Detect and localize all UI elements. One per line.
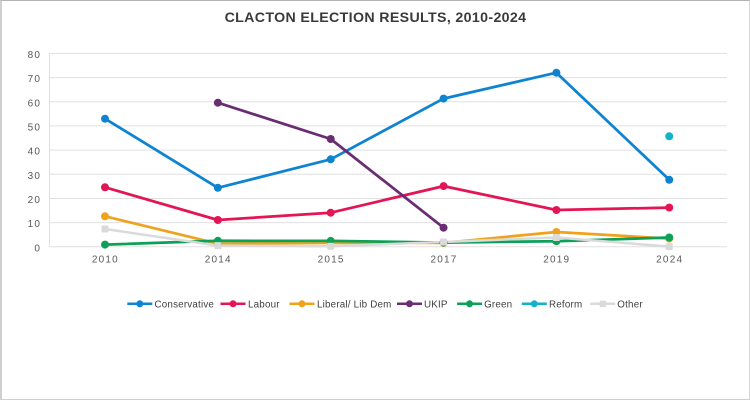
svg-text:2015: 2015	[318, 255, 345, 266]
svg-text:20: 20	[28, 195, 42, 206]
svg-text:70: 70	[28, 74, 42, 85]
svg-text:2010: 2010	[92, 255, 119, 266]
svg-text:2014: 2014	[205, 255, 232, 266]
svg-text:30: 30	[28, 171, 42, 182]
svg-text:2024: 2024	[656, 255, 683, 266]
svg-text:60: 60	[28, 98, 42, 109]
svg-text:CLACTON ELECTION RESULTS, 2010: CLACTON ELECTION RESULTS, 2010-2024	[225, 10, 527, 26]
svg-text:2019: 2019	[543, 255, 570, 266]
svg-text:0: 0	[34, 243, 41, 254]
svg-text:Reform: Reform	[549, 299, 582, 310]
svg-text:40: 40	[28, 147, 42, 158]
svg-text:Liberal/ Lib Dem: Liberal/ Lib Dem	[317, 299, 392, 310]
svg-text:Labour: Labour	[248, 299, 280, 310]
svg-text:Green: Green	[484, 299, 512, 310]
svg-text:UKIP: UKIP	[424, 299, 448, 310]
svg-text:Conservative: Conservative	[155, 299, 215, 310]
svg-text:10: 10	[28, 219, 42, 230]
svg-text:50: 50	[28, 123, 42, 134]
svg-text:2017: 2017	[430, 255, 457, 266]
svg-text:80: 80	[28, 50, 42, 61]
svg-text:Other: Other	[617, 299, 643, 310]
